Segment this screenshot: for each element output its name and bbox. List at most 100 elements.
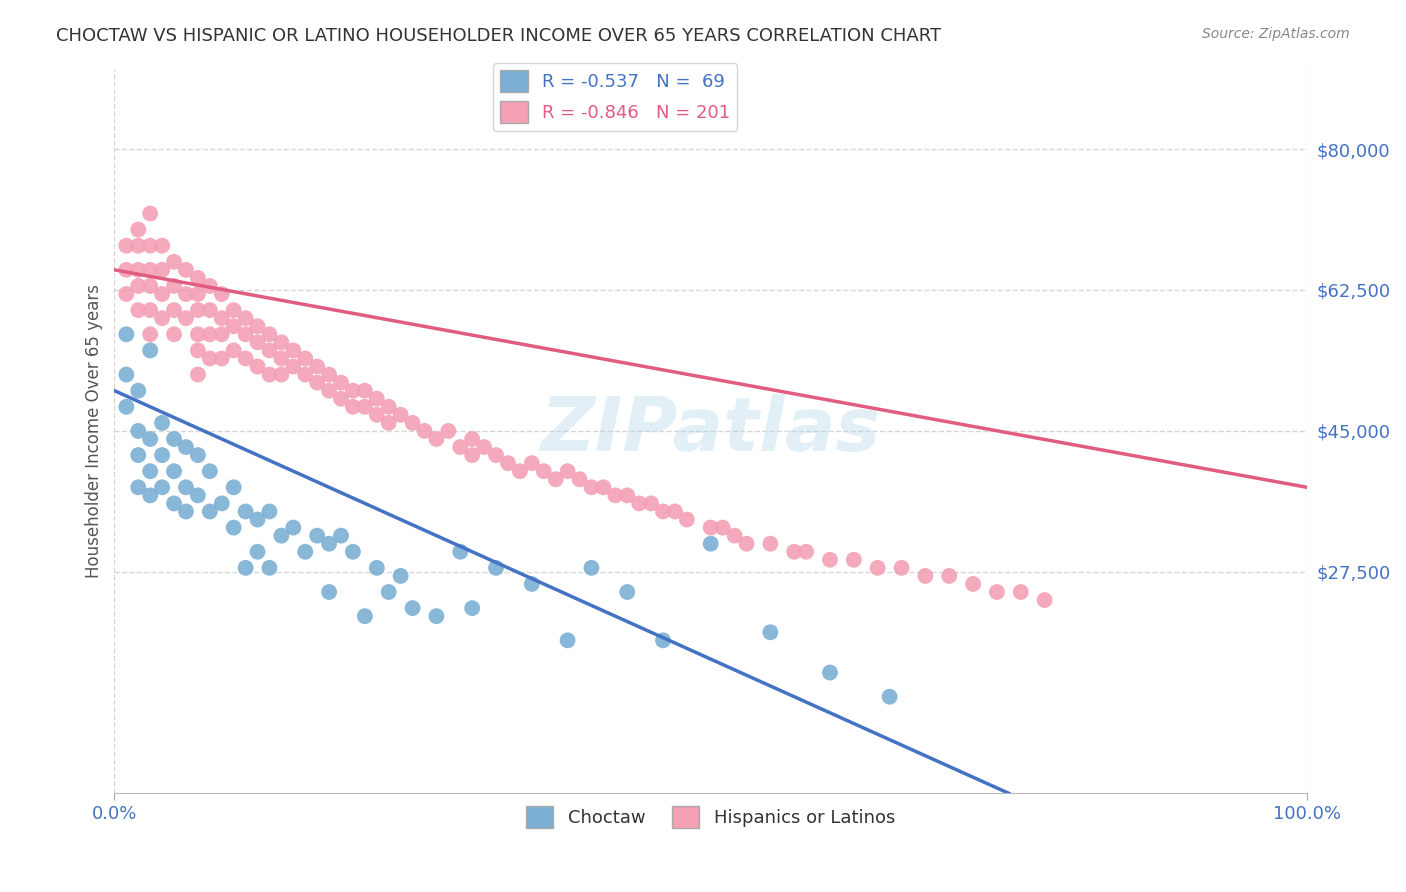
Point xyxy=(187,303,209,318)
Point xyxy=(211,327,233,342)
Point xyxy=(818,553,841,567)
Point xyxy=(174,480,197,494)
Point xyxy=(318,585,340,599)
Point xyxy=(150,311,173,326)
Point xyxy=(557,633,579,648)
Point xyxy=(676,512,699,526)
Point xyxy=(187,327,209,342)
Point xyxy=(127,480,149,494)
Point xyxy=(461,432,484,446)
Point xyxy=(794,545,817,559)
Point xyxy=(735,537,758,551)
Point xyxy=(366,408,388,422)
Point xyxy=(235,311,257,326)
Point xyxy=(259,368,281,382)
Point xyxy=(187,271,209,285)
Point xyxy=(520,577,543,591)
Point xyxy=(115,287,138,301)
Point xyxy=(914,569,936,583)
Point xyxy=(127,279,149,293)
Point xyxy=(139,206,162,220)
Point xyxy=(425,432,447,446)
Point xyxy=(187,287,209,301)
Point xyxy=(246,319,269,334)
Point xyxy=(425,609,447,624)
Point xyxy=(652,504,675,518)
Point xyxy=(139,279,162,293)
Point xyxy=(187,343,209,358)
Point xyxy=(354,609,377,624)
Point xyxy=(605,488,627,502)
Point xyxy=(759,537,782,551)
Point xyxy=(723,528,745,542)
Point xyxy=(699,520,721,534)
Point xyxy=(342,545,364,559)
Point xyxy=(198,327,221,342)
Point xyxy=(330,528,353,542)
Point xyxy=(938,569,960,583)
Point xyxy=(174,440,197,454)
Point xyxy=(664,504,686,518)
Point xyxy=(127,424,149,438)
Point xyxy=(581,561,603,575)
Point xyxy=(640,496,662,510)
Point xyxy=(581,480,603,494)
Point xyxy=(485,561,508,575)
Point xyxy=(163,464,186,478)
Point xyxy=(307,359,329,374)
Point xyxy=(187,368,209,382)
Point xyxy=(437,424,460,438)
Point xyxy=(246,359,269,374)
Point xyxy=(211,351,233,366)
Point xyxy=(294,368,316,382)
Point xyxy=(127,384,149,398)
Point xyxy=(127,303,149,318)
Point xyxy=(163,279,186,293)
Point xyxy=(890,561,912,575)
Point xyxy=(270,335,292,350)
Point xyxy=(270,351,292,366)
Point xyxy=(509,464,531,478)
Point xyxy=(294,545,316,559)
Point xyxy=(127,238,149,252)
Point xyxy=(270,368,292,382)
Point xyxy=(842,553,865,567)
Text: CHOCTAW VS HISPANIC OR LATINO HOUSEHOLDER INCOME OVER 65 YEARS CORRELATION CHART: CHOCTAW VS HISPANIC OR LATINO HOUSEHOLDE… xyxy=(56,27,942,45)
Point xyxy=(389,569,412,583)
Point xyxy=(163,327,186,342)
Point xyxy=(174,263,197,277)
Point xyxy=(198,351,221,366)
Point xyxy=(366,561,388,575)
Point xyxy=(139,238,162,252)
Point xyxy=(198,279,221,293)
Text: Source: ZipAtlas.com: Source: ZipAtlas.com xyxy=(1202,27,1350,41)
Point xyxy=(139,303,162,318)
Point xyxy=(139,327,162,342)
Point xyxy=(150,263,173,277)
Point xyxy=(879,690,901,704)
Point xyxy=(198,303,221,318)
Point xyxy=(1010,585,1032,599)
Point xyxy=(401,601,423,615)
Point xyxy=(986,585,1008,599)
Point xyxy=(115,263,138,277)
Point xyxy=(139,263,162,277)
Point xyxy=(354,384,377,398)
Point xyxy=(342,384,364,398)
Point xyxy=(318,384,340,398)
Point xyxy=(235,327,257,342)
Point xyxy=(163,496,186,510)
Point xyxy=(163,255,186,269)
Point xyxy=(366,392,388,406)
Point xyxy=(449,545,471,559)
Point xyxy=(318,368,340,382)
Point xyxy=(187,488,209,502)
Point xyxy=(246,512,269,526)
Point xyxy=(270,528,292,542)
Point xyxy=(222,303,245,318)
Y-axis label: Householder Income Over 65 years: Householder Income Over 65 years xyxy=(86,284,103,578)
Point xyxy=(222,319,245,334)
Point xyxy=(283,359,305,374)
Point xyxy=(330,376,353,390)
Point xyxy=(962,577,984,591)
